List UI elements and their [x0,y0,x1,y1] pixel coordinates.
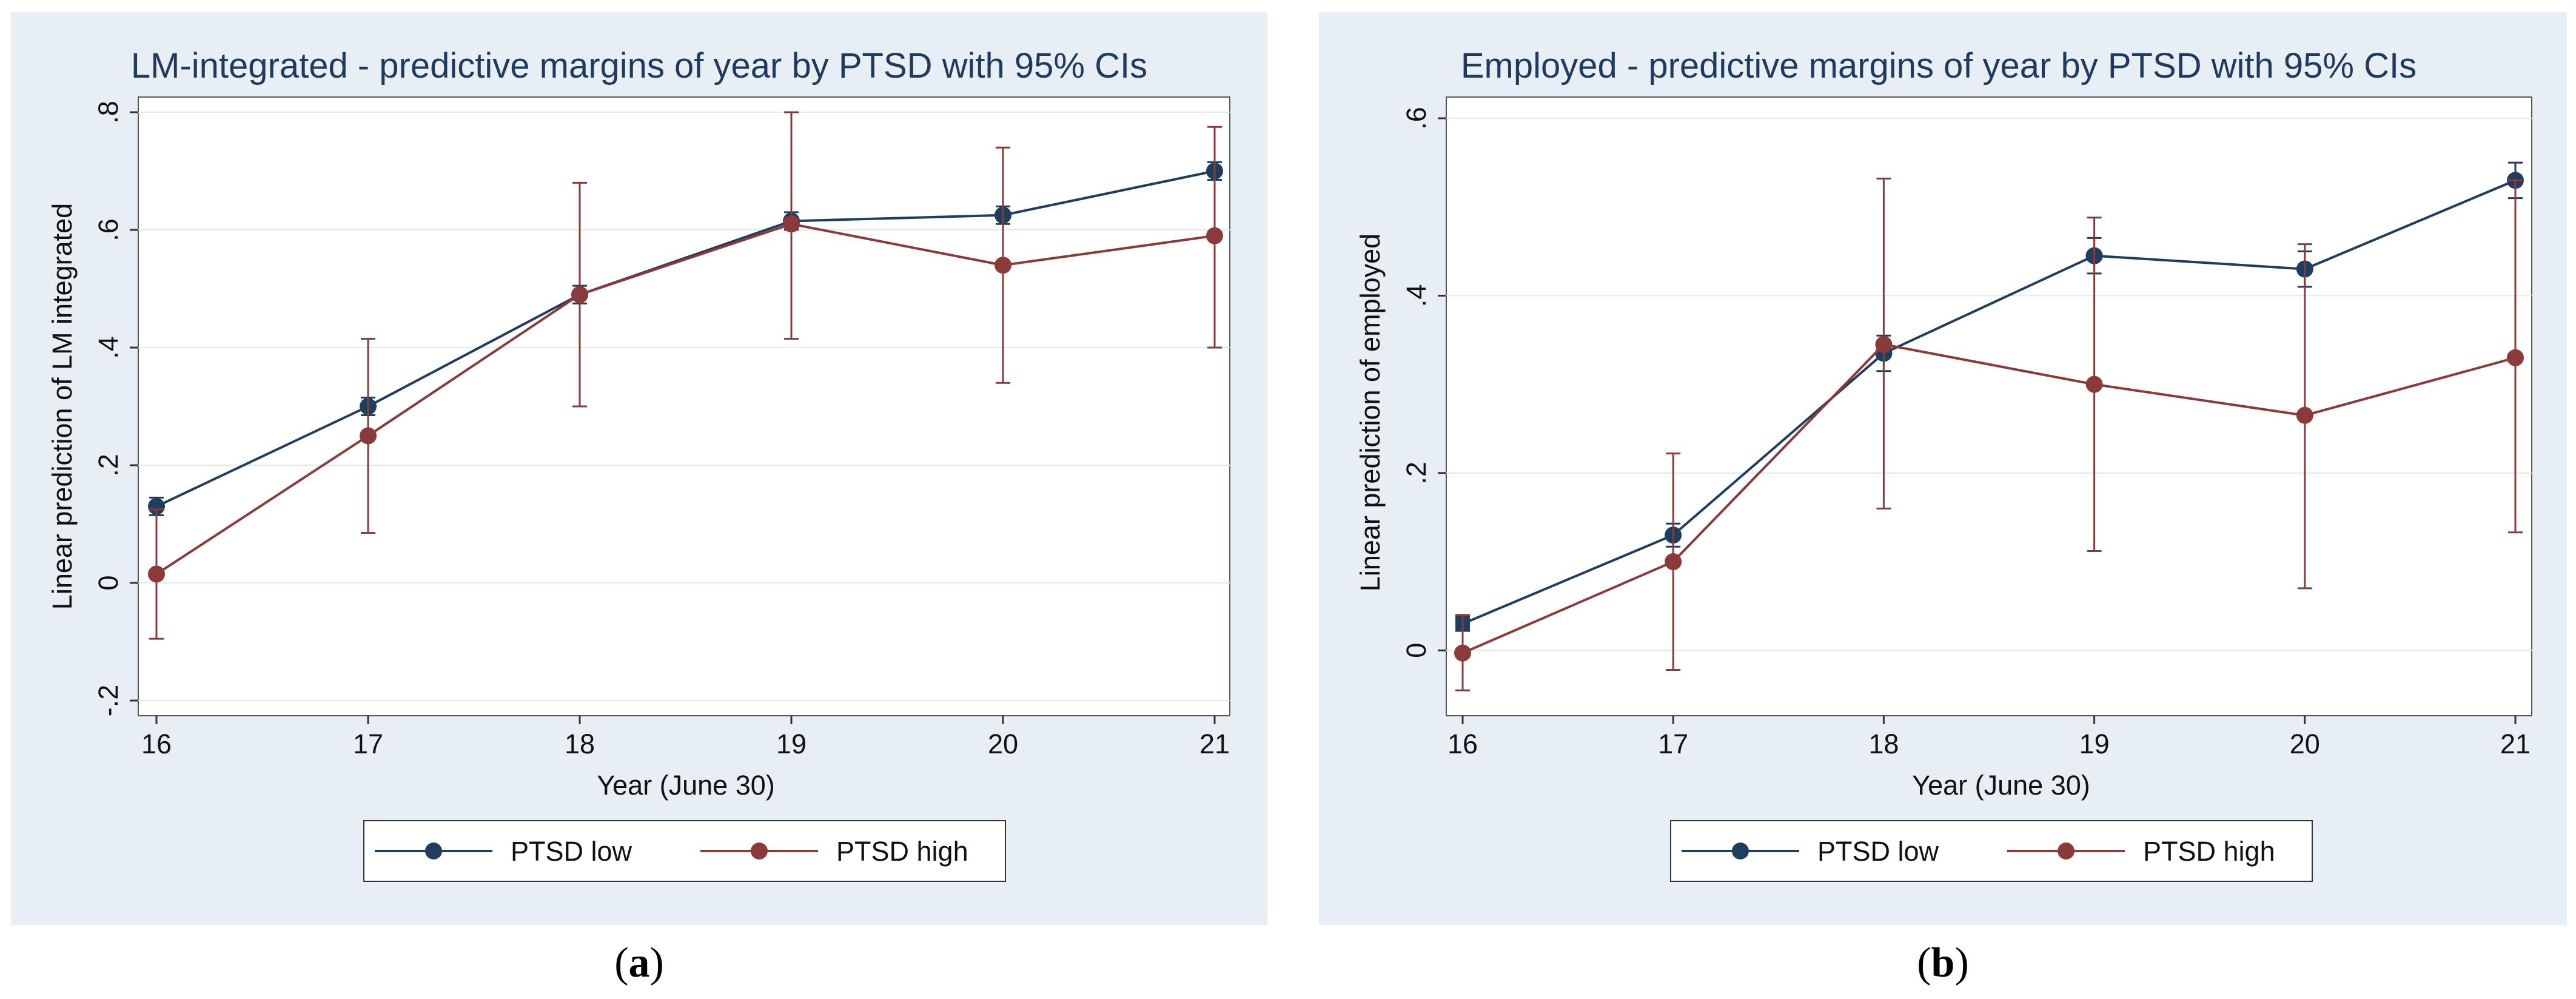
panel-a-legend-high-label: PTSD high [836,836,968,867]
panel-a-x-tick-label: 21 [1199,728,1230,759]
panel-a-x-tick-label: 16 [141,728,172,759]
panel-a-x-axis: 16 17 18 19 20 21 [141,716,1230,759]
panel-a-marker-high [1206,227,1223,244]
panel-b-x-tick-label: 19 [2079,728,2110,759]
panel-b-series-high [1454,177,2524,691]
panel-a-y-tick-label: .2 [93,454,124,477]
panel-b-x-label: Year (June 30) [1912,770,2090,801]
panel-a-legend-low-marker [425,843,442,859]
panel-b-x-tick-label: 21 [2500,728,2531,759]
panel-a-y-axis: -.2 0 .2 .4 .6 .8 [93,101,138,716]
panel-b-plot-area [1446,96,2532,716]
panel-a-x-tick-label: 20 [988,728,1018,759]
panel-a-marker-high [360,427,377,445]
panel-a-legend-high-marker [751,843,768,859]
panel-b-line-low [1462,179,2516,625]
panel-b-caption-open: ( [1917,940,1931,986]
panel-b-y-tick-label: 0 [1401,643,1432,658]
panel-b-title: Employed - predictive margins of year by… [1461,46,2417,86]
panel-b-y-tick-label: .2 [1401,462,1432,485]
panel-a-legend-low-label: PTSD low [511,836,632,867]
panel-b-y-label: Linear prediction of employed [1355,234,1386,591]
panel-a-x-tick-label: 18 [565,728,595,759]
panel-a-marker-high [148,565,165,583]
panel-b-legend: PTSD low PTSD high [1670,820,2313,882]
panel-a-legend-entry-high: PTSD high [700,836,968,867]
panel-a-title: LM-integrated - predictive margins of ye… [131,46,1147,86]
panel-a-series-high [148,111,1223,640]
panel-a-line-low [156,170,1215,508]
panel-b-y-tick-label: .4 [1401,284,1432,308]
panel-b-caption-letter: b [1931,940,1955,986]
panel-b-legend-entry-low: PTSD low [1682,836,1939,867]
panel-b-x-axis: 16 17 18 19 20 21 [1447,716,2531,759]
panel-a-x-tick-label: 17 [353,728,383,759]
panel-a-x-label: Year (June 30) [597,770,775,801]
panel-a-marker-high [783,215,800,233]
panel-a-caption: (a) [614,940,664,986]
panel-b-marker-high [1665,553,1682,571]
panel-b: Employed - predictive margins of year by… [1319,12,2567,986]
panel-a-plot-area [138,96,1230,716]
panel-a-series [148,111,1223,640]
panel-b-legend-high-label: PTSD high [2143,836,2275,867]
panel-b-y-axis: 0 .2 .4 .6 [1401,107,1446,658]
panel-b-marker-high [1875,335,1893,353]
panel-a-marker-low [148,497,165,515]
panel-a-y-tick-label: .6 [93,218,124,241]
panel-b-series [1454,161,2524,691]
panel-a-x-tick-label: 19 [776,728,807,759]
panel-a-caption-close: ) [650,940,664,986]
panel-b-legend-low-marker [1732,843,1749,859]
panel-b-marker-high [1454,644,1471,662]
panel-b-legend-low-label: PTSD low [1817,836,1939,867]
panel-b-x-tick-label: 18 [1868,728,1899,759]
panel-b-caption: (b) [1917,940,1969,986]
panel-a-marker-high [571,286,588,303]
panel-b-legend-entry-high: PTSD high [2007,836,2275,867]
panel-a-line-high [155,223,1215,576]
panel-a-y-tick-label: -.2 [93,685,124,717]
panel-b-legend-high-marker [2058,843,2075,859]
panel-a-y-tick-label: .4 [93,336,124,359]
panel-a: LM-integrated - predictive margins of ye… [11,12,1267,986]
panel-a-legend-entry-low: PTSD low [375,836,632,867]
panel-b-line-high [1462,343,2516,654]
panel-b-x-tick-label: 20 [2290,728,2320,759]
panel-b-marker-high [2507,349,2524,366]
panel-a-y-tick-label: .8 [93,101,124,124]
panel-a-caption-open: ( [614,940,628,986]
panel-b-marker-high [2296,406,2313,424]
panel-b-caption-close: ) [1954,940,1968,986]
panel-b-y-tick-label: .6 [1401,107,1432,130]
panel-a-marker-high [995,257,1011,274]
panel-b-x-tick-label: 17 [1658,728,1688,759]
panel-b-marker-high [2085,375,2103,393]
panel-a-gridlines [138,112,1230,701]
panel-b-gridlines [1446,118,2532,651]
panel-b-x-tick-label: 16 [1447,728,1478,759]
panel-a-y-tick-label: 0 [93,575,124,590]
panel-a-legend: PTSD low PTSD high [363,820,1006,882]
panel-a-caption-letter: a [629,940,650,986]
panel-a-y-label: Linear prediction of LM integrated [47,203,78,610]
